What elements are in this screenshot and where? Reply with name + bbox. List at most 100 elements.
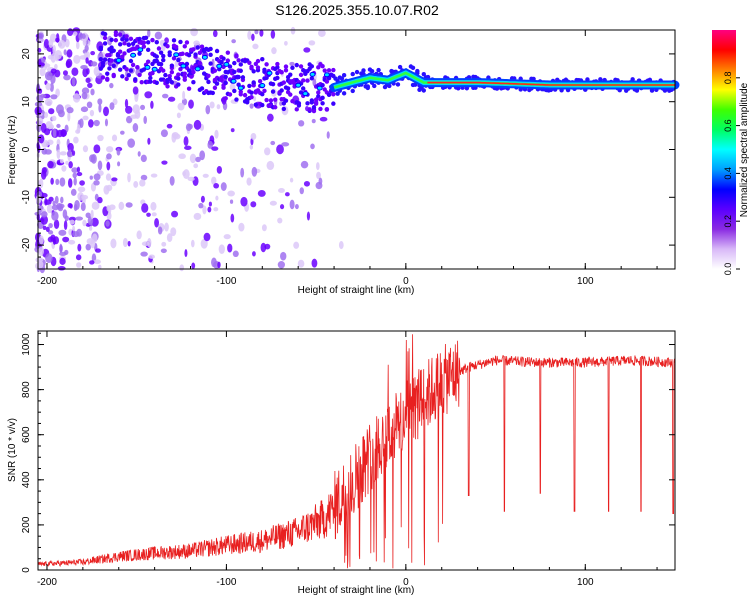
noise-blob (253, 96, 257, 102)
ridge-cell (275, 65, 280, 70)
ridge-cell (176, 76, 181, 81)
noise-blob (64, 249, 69, 255)
ridge-cell (318, 106, 323, 112)
noise-blob (62, 236, 70, 243)
ridge-cell (264, 97, 269, 103)
y-tick-label: 800 (21, 381, 32, 398)
ridge-cell (189, 73, 194, 79)
ridge-cell (122, 41, 127, 46)
noise-blob (151, 212, 157, 217)
noise-blob (269, 200, 277, 206)
noise-blob (161, 160, 168, 165)
ridge-cell (227, 92, 233, 97)
ridge-cell (171, 38, 177, 43)
noise-blob (276, 144, 284, 155)
ridge-cell (279, 70, 284, 75)
ridge-cell (331, 92, 336, 97)
spectrogram-y-ticks: -20 -10 0 10 20 (21, 29, 675, 270)
colorbar-ticks: 0.0 0.2 0.4 0.6 0.8 (723, 72, 740, 275)
ridge-cell (255, 58, 261, 64)
noise-blob (193, 40, 200, 46)
noise-blob (76, 123, 81, 134)
ridge-cell (268, 98, 274, 103)
noise-blob (42, 225, 47, 231)
noise-blob (143, 115, 147, 125)
ridge-cell (324, 79, 330, 84)
ridge-cell (182, 44, 187, 49)
noise-blob (59, 151, 67, 156)
noise-blob (51, 204, 60, 211)
ridge-cell (251, 69, 256, 74)
ridge-cell (324, 106, 330, 112)
figure-title: S126.2025.355.10.07.R02 (275, 2, 439, 18)
ridge-cell (124, 67, 129, 72)
noise-blob (55, 88, 60, 98)
noise-blob (140, 251, 148, 257)
noise-blob (105, 173, 112, 181)
noise-blob (150, 173, 158, 178)
noise-blob (171, 132, 177, 143)
ridge-cell (193, 52, 198, 57)
noise-blob (213, 183, 220, 189)
ridge-cell (238, 62, 243, 67)
noise-blob (71, 67, 79, 77)
noise-blob (130, 114, 138, 119)
ridge-hotspot (295, 82, 302, 88)
noise-blob (227, 190, 235, 197)
y-tick-label: 10 (21, 96, 32, 108)
ridge-cell (117, 42, 123, 47)
ridge-cell (275, 75, 280, 81)
ridge-cell (139, 79, 144, 85)
ridge-cell (365, 85, 371, 91)
ridge-cell (212, 85, 218, 90)
y-tick-label: 1000 (21, 333, 32, 356)
ridge-cell (167, 76, 172, 82)
ridge-hotspot (180, 63, 187, 69)
noise-blob (35, 194, 42, 204)
ridge-hotspot (266, 70, 273, 76)
noise-blob (250, 201, 257, 208)
noise-blob (40, 211, 48, 218)
noise-blob (169, 175, 175, 186)
noise-blob (264, 147, 271, 156)
noise-blob (97, 196, 103, 204)
noise-blob (297, 259, 305, 268)
noise-blob (211, 257, 217, 268)
noise-blob (278, 187, 285, 193)
noise-blob (97, 98, 103, 105)
noise-blob (58, 229, 67, 236)
ridge-cell (100, 75, 106, 80)
ridge-cell (264, 62, 269, 67)
noise-blob (44, 71, 53, 81)
noise-blob (90, 239, 96, 249)
noise-blob (216, 104, 221, 110)
colorbar-label: Normalized spectral amplitude (739, 82, 750, 217)
noise-blob (318, 177, 323, 185)
noise-blob (118, 201, 125, 211)
noise-blob (270, 140, 276, 146)
noise-blob (284, 40, 288, 46)
noise-blob (223, 234, 231, 240)
noise-blob (85, 77, 91, 84)
ridge-cell (167, 52, 172, 58)
noise-blob (281, 142, 290, 147)
noise-blob (59, 243, 63, 254)
noise-blob (277, 217, 283, 224)
ridge-cell (206, 79, 211, 85)
ridge-cell (180, 51, 185, 56)
noise-blob (215, 195, 219, 201)
ridge-cell (238, 68, 243, 73)
noise-blob (109, 102, 115, 111)
noise-blob (44, 98, 53, 106)
ridge-cell (102, 35, 108, 41)
ridge-cell (150, 37, 155, 43)
ridge-cell (296, 101, 302, 106)
noise-blob (190, 27, 198, 37)
noise-blob (76, 172, 83, 177)
noise-blob (93, 173, 101, 181)
noise-blob (63, 49, 67, 56)
noise-blob (56, 129, 64, 138)
noise-blob (249, 103, 254, 109)
noise-blob (229, 83, 236, 91)
ridge-cell (115, 53, 121, 58)
